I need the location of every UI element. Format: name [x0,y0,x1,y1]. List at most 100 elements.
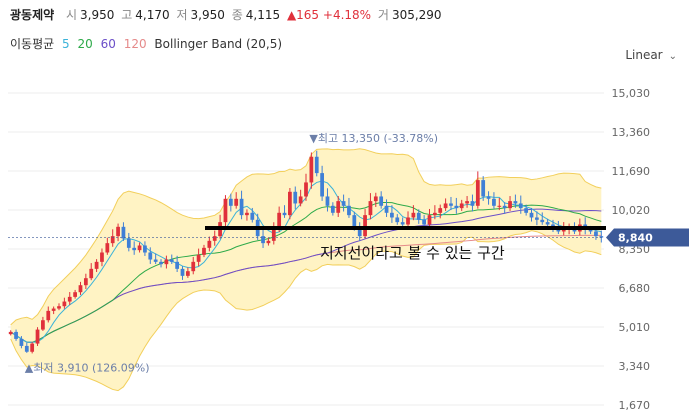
current-price-tag [606,228,689,247]
quote-header: 광동제약 시 3,950 고 4,170 저 3,950 종 4,115 ▲165 +4… [10,6,445,23]
candle-body [298,196,303,204]
candle-body [454,205,459,209]
bollinger-band-fill [10,148,602,391]
candle-body [83,278,88,286]
candle-body [73,292,77,297]
candle-body [288,191,292,216]
candle-body [400,222,405,225]
candle-body [309,156,314,183]
low-label: 저 [176,8,188,22]
candle-body [475,180,480,206]
candle-body [223,198,228,223]
candle-body [373,196,378,202]
candle-body [529,212,534,218]
candle-body [320,173,324,197]
volume-value: 305,290 [391,8,442,22]
ma120-label: 120 [123,37,147,51]
candle-body [30,343,35,352]
candle-body [212,236,217,241]
candle-body [551,224,555,227]
candle-body [266,240,271,244]
candle-body [14,331,18,339]
candle-body [207,240,212,248]
candle-body [513,201,518,204]
candle-body [379,196,384,206]
y-tick-label: 13,360 [612,126,651,139]
candle-body [19,338,24,346]
candle-body [492,198,496,206]
candle-body [164,259,169,265]
candle-body [94,261,99,269]
candle-body [518,203,523,209]
bollinger-label: Bollinger Band (20,5) [154,37,283,51]
candle-body [330,205,335,213]
candle-body [282,212,287,216]
candle-body [470,201,475,206]
candle-body [89,268,94,279]
moving-average-label: 이동평균 [10,37,55,51]
high-price: 4,170 [135,8,170,22]
candle-body [277,212,282,227]
candle-body [175,261,180,269]
candle-body [169,259,174,262]
stock-name: 광동제약 [10,8,55,22]
support-annotation: 지지선이라고 볼 수 있는 구간 [320,244,505,262]
y-tick-label: 11,690 [612,165,651,178]
high-label: 고 [121,8,133,22]
candle-body [121,226,126,239]
candle-body [395,217,400,223]
candle-body [143,245,147,253]
candle-body [438,208,443,213]
candle-body [325,196,330,206]
indicator-legend[interactable]: 이동평균 5 20 60 120 Bollinger Band (20,5) [10,35,286,52]
close-label: 종 [231,8,243,22]
candle-body [100,252,104,262]
scale-label: Linear [625,48,663,62]
candle-body [347,205,351,216]
candle-body [180,268,185,276]
candle-body [545,222,550,225]
low-price: 3,950 [190,8,225,22]
candle-body [486,196,491,199]
candle-body [540,219,545,223]
candle-body [432,212,437,216]
candle-body [411,212,416,218]
candle-body [599,236,604,238]
candle-body [51,308,56,311]
candle-body [535,217,539,220]
chevron-down-icon: ⌄ [668,51,677,62]
candle-body [481,180,486,197]
candle-body [390,212,394,218]
candle-body [594,231,598,237]
candle-body [24,345,29,352]
candle-body [202,247,206,255]
y-tick-label: 1,670 [619,399,651,412]
scale-selector[interactable]: Linear ⌄ [625,48,677,62]
close-price: 4,115 [245,8,281,22]
candle-body [465,201,469,204]
candle-body [497,205,502,207]
candle-body [57,306,61,309]
y-tick-label: 6,680 [619,282,651,295]
bollinger-upper-line [10,148,602,326]
candle-body [336,201,341,213]
min-price-note: ▲최저 3,910 (126.09%) [25,362,150,375]
candle-body [449,203,453,206]
candle-body [228,198,233,206]
candle-body [459,203,464,209]
candle-body [185,271,190,276]
candle-body [363,215,367,237]
candle-body [588,229,593,232]
candle-body [293,191,298,204]
candle-body [416,212,421,220]
candle-body [502,205,507,209]
candle-body [137,245,142,251]
candle-body [35,329,40,344]
candle-body [153,259,158,262]
y-tick-label: 15,030 [612,87,651,100]
candle-body [245,212,249,216]
candle-body [239,198,244,216]
candle-body [196,254,201,262]
candle-body [561,229,566,232]
